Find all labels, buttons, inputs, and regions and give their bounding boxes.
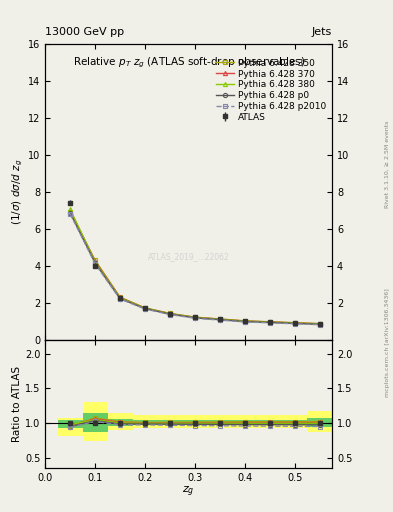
Pythia 6.428 370 — [167, 311, 172, 317]
Pythia 6.428 p0 — [267, 319, 272, 326]
Legend: Pythia 6.428 350, Pythia 6.428 370, Pythia 6.428 380, Pythia 6.428 p0, Pythia 6.: Pythia 6.428 350, Pythia 6.428 370, Pyth… — [214, 57, 328, 123]
Text: 13000 GeV pp: 13000 GeV pp — [45, 27, 124, 37]
Text: Jets: Jets — [312, 27, 332, 37]
Pythia 6.428 370 — [217, 316, 222, 322]
Pythia 6.428 p2010 — [193, 315, 197, 322]
Pythia 6.428 350 — [292, 319, 297, 326]
Pythia 6.428 350 — [217, 316, 222, 322]
Pythia 6.428 370 — [68, 207, 72, 213]
Pythia 6.428 p0 — [317, 321, 322, 327]
Pythia 6.428 p0 — [143, 306, 147, 312]
Pythia 6.428 350 — [317, 321, 322, 327]
Pythia 6.428 p0 — [68, 210, 72, 216]
Pythia 6.428 370 — [143, 305, 147, 311]
Pythia 6.428 p2010 — [292, 321, 297, 327]
Pythia 6.428 p0 — [193, 315, 197, 321]
Y-axis label: Ratio to ATLAS: Ratio to ATLAS — [12, 366, 22, 442]
Pythia 6.428 350 — [68, 209, 72, 215]
Pythia 6.428 p2010 — [217, 317, 222, 323]
Pythia 6.428 p2010 — [242, 319, 247, 325]
Pythia 6.428 p0 — [217, 316, 222, 323]
Pythia 6.428 350 — [242, 318, 247, 324]
Pythia 6.428 380 — [93, 259, 97, 265]
Pythia 6.428 370 — [242, 318, 247, 324]
Pythia 6.428 370 — [118, 294, 122, 301]
Pythia 6.428 380 — [292, 320, 297, 326]
Pythia 6.428 380 — [118, 295, 122, 301]
Pythia 6.428 350 — [167, 310, 172, 316]
Pythia 6.428 p0 — [167, 311, 172, 317]
Pythia 6.428 380 — [217, 316, 222, 323]
Text: ATLAS_2019_...22062: ATLAS_2019_...22062 — [148, 252, 230, 261]
Pythia 6.428 p2010 — [167, 311, 172, 317]
X-axis label: $z_g$: $z_g$ — [182, 485, 195, 499]
Line: Pythia 6.428 370: Pythia 6.428 370 — [68, 208, 322, 326]
Text: Relative $p_T$ $z_g$ (ATLAS soft-drop observables): Relative $p_T$ $z_g$ (ATLAS soft-drop ob… — [72, 55, 305, 70]
Line: Pythia 6.428 p2010: Pythia 6.428 p2010 — [68, 212, 322, 327]
Pythia 6.428 p0 — [292, 321, 297, 327]
Y-axis label: $(1/\sigma)$ $d\sigma/d$ $z_g$: $(1/\sigma)$ $d\sigma/d$ $z_g$ — [11, 158, 25, 225]
Pythia 6.428 350 — [143, 305, 147, 311]
Text: mcplots.cern.ch [arXiv:1306.3436]: mcplots.cern.ch [arXiv:1306.3436] — [385, 289, 389, 397]
Pythia 6.428 p2010 — [143, 306, 147, 312]
Pythia 6.428 350 — [193, 314, 197, 320]
Pythia 6.428 p2010 — [118, 296, 122, 302]
Line: Pythia 6.428 350: Pythia 6.428 350 — [68, 210, 322, 326]
Pythia 6.428 p2010 — [68, 211, 72, 217]
Pythia 6.428 p2010 — [317, 322, 322, 328]
Pythia 6.428 370 — [193, 314, 197, 321]
Pythia 6.428 380 — [242, 318, 247, 324]
Pythia 6.428 380 — [143, 305, 147, 311]
Pythia 6.428 p2010 — [93, 261, 97, 267]
Pythia 6.428 380 — [167, 311, 172, 317]
Pythia 6.428 350 — [267, 318, 272, 325]
Line: Pythia 6.428 380: Pythia 6.428 380 — [68, 207, 322, 326]
Pythia 6.428 380 — [267, 319, 272, 325]
Pythia 6.428 p2010 — [267, 320, 272, 326]
Pythia 6.428 370 — [292, 320, 297, 326]
Pythia 6.428 p0 — [93, 260, 97, 266]
Pythia 6.428 380 — [193, 314, 197, 321]
Pythia 6.428 370 — [267, 319, 272, 325]
Line: Pythia 6.428 p0: Pythia 6.428 p0 — [68, 211, 322, 327]
Pythia 6.428 370 — [93, 258, 97, 264]
Pythia 6.428 350 — [118, 294, 122, 300]
Pythia 6.428 380 — [68, 206, 72, 212]
Pythia 6.428 p0 — [242, 318, 247, 325]
Pythia 6.428 350 — [93, 257, 97, 263]
Pythia 6.428 370 — [317, 321, 322, 327]
Pythia 6.428 p0 — [118, 295, 122, 302]
Text: Rivet 3.1.10, ≥ 2.5M events: Rivet 3.1.10, ≥ 2.5M events — [385, 120, 389, 207]
Pythia 6.428 380 — [317, 321, 322, 327]
